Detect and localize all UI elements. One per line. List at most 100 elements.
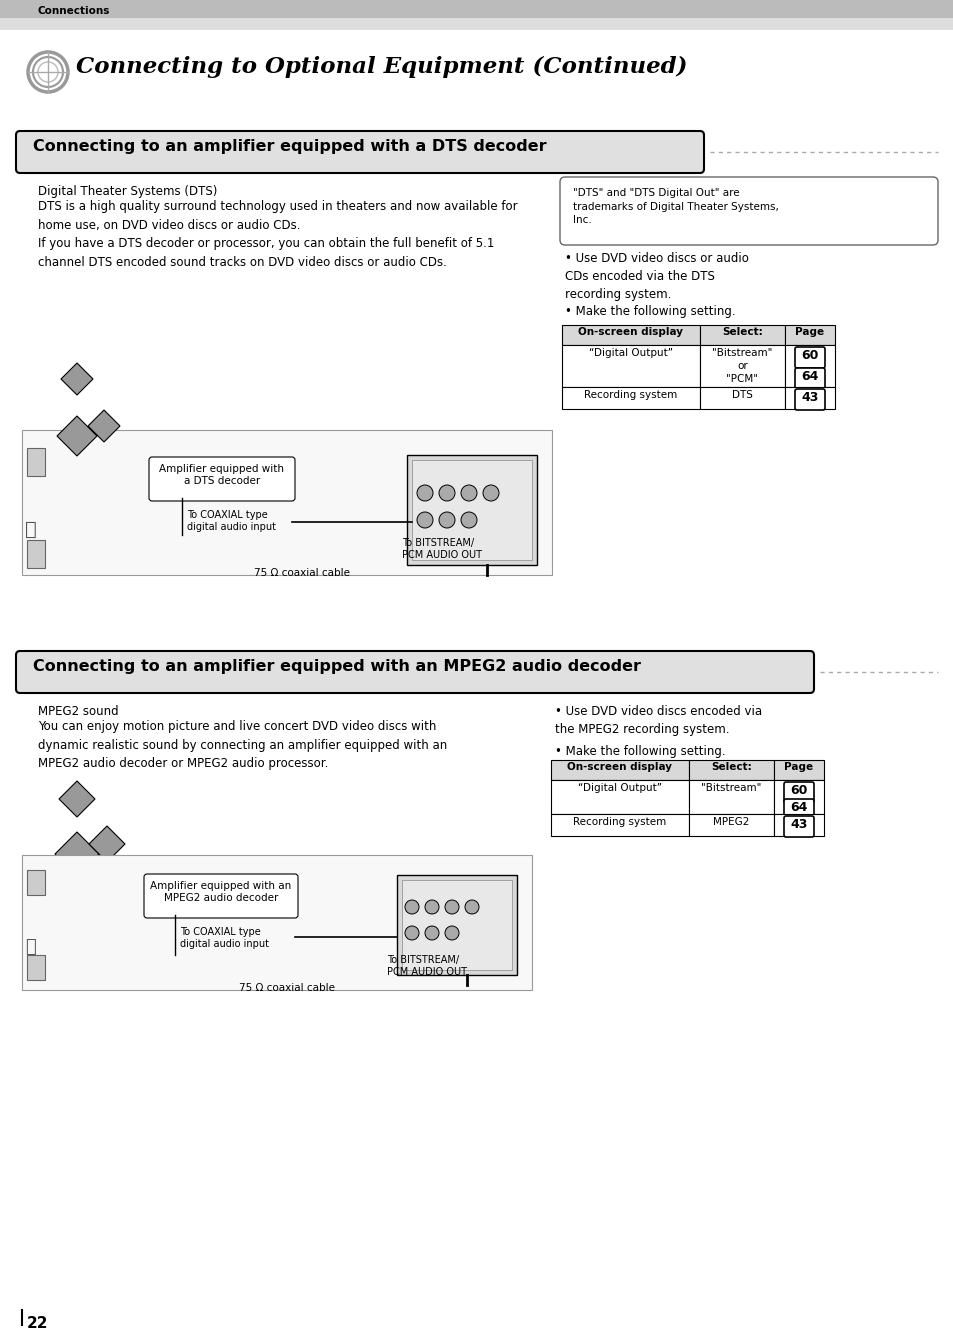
- FancyBboxPatch shape: [783, 781, 813, 803]
- Bar: [688, 813, 773, 836]
- Text: Recording system: Recording system: [584, 389, 677, 400]
- FancyBboxPatch shape: [144, 874, 297, 918]
- Bar: [0, 19, 953, 31]
- Circle shape: [444, 900, 458, 914]
- Bar: [784, 326, 834, 346]
- Text: 75 Ω coaxial cable: 75 Ω coaxial cable: [239, 983, 335, 993]
- Text: To COAXIAL type
digital audio input: To COAXIAL type digital audio input: [180, 928, 269, 949]
- FancyBboxPatch shape: [794, 368, 824, 389]
- Text: "DTS" and "DTS Digital Out" are
trademarks of Digital Theater Systems,
Inc.: "DTS" and "DTS Digital Out" are trademar…: [573, 187, 778, 225]
- Circle shape: [416, 512, 433, 528]
- Circle shape: [482, 485, 498, 501]
- Polygon shape: [89, 827, 125, 863]
- Bar: [784, 346, 834, 387]
- FancyBboxPatch shape: [16, 132, 703, 173]
- Text: On-screen display: On-screen display: [578, 327, 682, 338]
- Text: Amplifier equipped with an
MPEG2 audio decoder: Amplifier equipped with an MPEG2 audio d…: [151, 881, 292, 902]
- Text: • Use DVD video discs or audio
CDs encoded via the DTS
recording system.: • Use DVD video discs or audio CDs encod…: [564, 253, 748, 300]
- Bar: [773, 780, 823, 813]
- Bar: [27, 540, 45, 567]
- Text: 🔌: 🔌: [25, 520, 37, 540]
- Bar: [0, 0, 953, 19]
- FancyBboxPatch shape: [794, 347, 824, 368]
- Circle shape: [460, 512, 476, 528]
- Bar: [401, 880, 512, 970]
- Bar: [561, 387, 700, 409]
- Circle shape: [424, 900, 438, 914]
- Text: Connections: Connections: [38, 7, 111, 16]
- Text: On-screen display: On-screen display: [567, 762, 672, 772]
- Bar: [22, 431, 552, 575]
- Bar: [561, 326, 700, 346]
- Text: Select:: Select:: [710, 762, 751, 772]
- Bar: [551, 813, 688, 836]
- Polygon shape: [57, 416, 97, 456]
- Text: Select:: Select:: [721, 327, 762, 338]
- Text: Connecting to an amplifier equipped with a DTS decoder: Connecting to an amplifier equipped with…: [33, 140, 546, 154]
- Bar: [773, 813, 823, 836]
- Bar: [27, 956, 45, 979]
- Text: To BITSTREAM/
PCM AUDIO OUT: To BITSTREAM/ PCM AUDIO OUT: [387, 956, 467, 977]
- FancyBboxPatch shape: [783, 799, 813, 820]
- Text: Amplifier equipped with
a DTS decoder: Amplifier equipped with a DTS decoder: [159, 464, 284, 485]
- Text: 60: 60: [801, 350, 818, 361]
- FancyBboxPatch shape: [783, 816, 813, 837]
- Circle shape: [464, 900, 478, 914]
- Bar: [407, 455, 537, 565]
- Text: 43: 43: [789, 819, 807, 831]
- Bar: [27, 870, 45, 894]
- Circle shape: [416, 485, 433, 501]
- Bar: [784, 387, 834, 409]
- Bar: [27, 448, 45, 476]
- Text: 43: 43: [801, 391, 818, 404]
- Text: DTS is a high quality surround technology used in theaters and now available for: DTS is a high quality surround technolog…: [38, 199, 517, 268]
- Circle shape: [405, 900, 418, 914]
- Text: 64: 64: [801, 369, 818, 383]
- Circle shape: [438, 485, 455, 501]
- Bar: [396, 874, 517, 975]
- Bar: [561, 346, 700, 387]
- Text: DTS: DTS: [731, 389, 752, 400]
- Text: Connecting to Optional Equipment (Continued): Connecting to Optional Equipment (Contin…: [76, 56, 687, 78]
- FancyBboxPatch shape: [559, 177, 937, 245]
- Text: “Digital Output”: “Digital Output”: [588, 348, 672, 358]
- Bar: [700, 326, 784, 346]
- Text: 60: 60: [789, 784, 807, 797]
- Text: • Use DVD video discs encoded via
the MPEG2 recording system.: • Use DVD video discs encoded via the MP…: [555, 704, 761, 736]
- Text: "Bitstream": "Bitstream": [700, 783, 760, 793]
- Text: "Bitstream"
or
"PCM": "Bitstream" or "PCM": [712, 348, 772, 384]
- Polygon shape: [59, 781, 95, 817]
- Circle shape: [460, 485, 476, 501]
- Circle shape: [424, 926, 438, 940]
- Bar: [688, 780, 773, 813]
- Text: 🔌: 🔌: [25, 938, 35, 956]
- Text: You can enjoy motion picture and live concert DVD video discs with
dynamic reali: You can enjoy motion picture and live co…: [38, 720, 447, 769]
- FancyBboxPatch shape: [794, 389, 824, 411]
- Bar: [22, 855, 532, 990]
- Text: 64: 64: [789, 801, 807, 813]
- Text: To BITSTREAM/
PCM AUDIO OUT: To BITSTREAM/ PCM AUDIO OUT: [401, 538, 481, 560]
- Bar: [700, 346, 784, 387]
- Polygon shape: [55, 832, 99, 876]
- Text: To COAXIAL type
digital audio input: To COAXIAL type digital audio input: [187, 510, 275, 532]
- Text: “Digital Output”: “Digital Output”: [578, 783, 661, 793]
- Bar: [551, 780, 688, 813]
- Text: Page: Page: [783, 762, 813, 772]
- FancyBboxPatch shape: [149, 457, 294, 501]
- Bar: [412, 460, 532, 560]
- Text: MPEG2 sound: MPEG2 sound: [38, 704, 118, 718]
- Text: Recording system: Recording system: [573, 817, 666, 827]
- Circle shape: [438, 512, 455, 528]
- Text: • Make the following setting.: • Make the following setting.: [555, 746, 725, 758]
- Bar: [700, 387, 784, 409]
- Text: Connecting to an amplifier equipped with an MPEG2 audio decoder: Connecting to an amplifier equipped with…: [33, 659, 640, 674]
- Polygon shape: [61, 363, 92, 395]
- Text: Digital Theater Systems (DTS): Digital Theater Systems (DTS): [38, 185, 217, 198]
- Bar: [773, 760, 823, 780]
- Text: 22: 22: [27, 1316, 49, 1329]
- FancyBboxPatch shape: [16, 651, 813, 692]
- Bar: [688, 760, 773, 780]
- Circle shape: [444, 926, 458, 940]
- Text: MPEG2: MPEG2: [713, 817, 749, 827]
- Text: • Make the following setting.: • Make the following setting.: [564, 304, 735, 318]
